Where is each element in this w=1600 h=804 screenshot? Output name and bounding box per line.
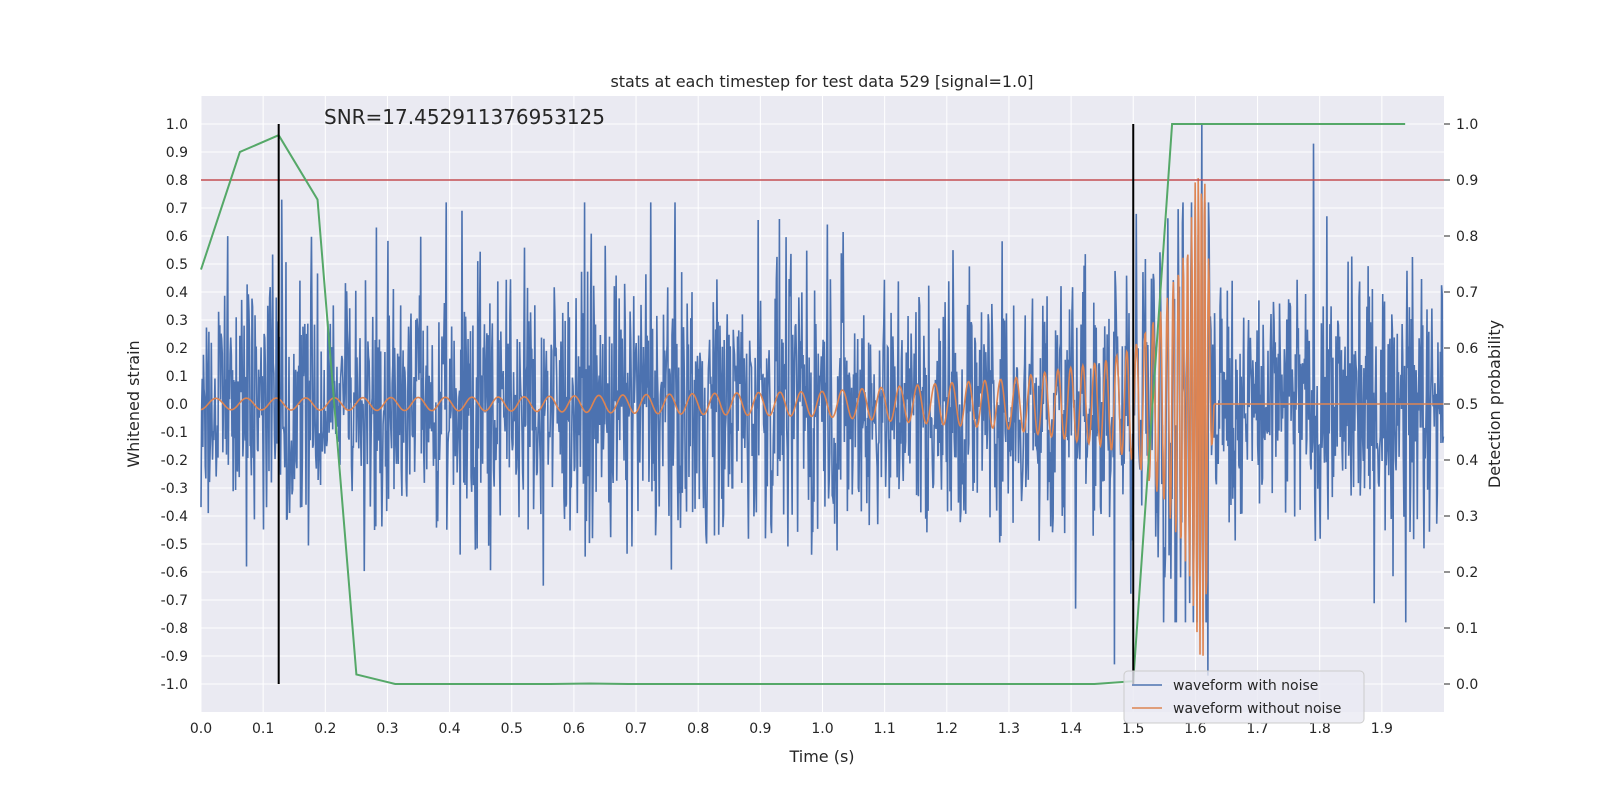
- y-tick-label-right: 0.2: [1456, 565, 1478, 581]
- x-tick-label: 1.2: [936, 721, 958, 737]
- y-tick-label-left: -0.2: [161, 453, 188, 469]
- y-tick-label-left: 0.9: [166, 145, 188, 161]
- x-tick-label: 0.1: [252, 721, 274, 737]
- y-tick-label-left: 0.7: [166, 201, 188, 217]
- y-tick-label-right: 0.3: [1456, 509, 1478, 525]
- y-tick-label-left: -0.5: [161, 537, 188, 553]
- legend-label-clean: waveform without noise: [1173, 701, 1341, 717]
- y-tick-label-left: -0.3: [161, 481, 188, 497]
- x-tick-label: 1.3: [998, 721, 1020, 737]
- chart-title: stats at each timestep for test data 529…: [610, 72, 1033, 91]
- y-tick-label-right: 0.9: [1456, 173, 1478, 189]
- y-tick-label-left: 0.3: [166, 313, 188, 329]
- y-tick-label-left: 0.1: [166, 369, 188, 385]
- y-tick-label-left: -0.6: [161, 565, 188, 581]
- y-tick-label-right: 0.0: [1456, 677, 1478, 693]
- y-tick-label-left: 0.0: [166, 397, 188, 413]
- y-tick-label-left: -0.7: [161, 593, 188, 609]
- x-tick-label: 0.4: [438, 721, 460, 737]
- y-tick-label-right: 0.7: [1456, 285, 1478, 301]
- legend-label-noise: waveform with noise: [1173, 678, 1318, 694]
- y-tick-label-left: 0.5: [166, 257, 188, 273]
- legend: waveform with noise waveform without noi…: [1124, 671, 1364, 723]
- y-tick-label-right: 0.5: [1456, 397, 1478, 413]
- y-tick-label-left: -0.9: [161, 649, 188, 665]
- y-tick-label-left: 0.8: [166, 173, 188, 189]
- x-tick-label: 0.6: [563, 721, 585, 737]
- y-tick-label-left: -0.4: [161, 509, 188, 525]
- snr-annotation: SNR=17.452911376953125: [324, 105, 605, 129]
- x-tick-label: 0.7: [625, 721, 647, 737]
- x-tick-label: 0.2: [314, 721, 336, 737]
- x-tick-label: 1.1: [874, 721, 896, 737]
- y-tick-label-right: 1.0: [1456, 117, 1478, 133]
- y-tick-label-left: -0.1: [161, 425, 188, 441]
- x-tick-label: 0.3: [376, 721, 398, 737]
- y-tick-label-left: 0.2: [166, 341, 188, 357]
- y-tick-label-left: 0.4: [166, 285, 188, 301]
- y-tick-label-right: 0.1: [1456, 621, 1478, 637]
- x-axis-label: Time (s): [788, 747, 854, 766]
- x-tick-label: 1.0: [811, 721, 833, 737]
- x-tick-label: 0.0: [190, 721, 212, 737]
- y-axis-label-right: Detection probability: [1485, 320, 1504, 488]
- y-tick-label-left: -1.0: [161, 677, 188, 693]
- x-tick-label: 0.9: [749, 721, 771, 737]
- y-axis-label-left: Whitened strain: [124, 340, 143, 467]
- y-tick-label-left: -0.8: [161, 621, 188, 637]
- y-tick-label-left: 1.0: [166, 117, 188, 133]
- y-tick-label-left: 0.6: [166, 229, 188, 245]
- y-tick-label-right: 0.6: [1456, 341, 1478, 357]
- x-tick-label: 1.4: [1060, 721, 1082, 737]
- x-tick-label: 1.9: [1371, 721, 1393, 737]
- x-tick-label: 0.5: [501, 721, 523, 737]
- x-tick-label: 0.8: [687, 721, 709, 737]
- y-tick-label-right: 0.8: [1456, 229, 1478, 245]
- y-tick-label-right: 0.4: [1456, 453, 1478, 469]
